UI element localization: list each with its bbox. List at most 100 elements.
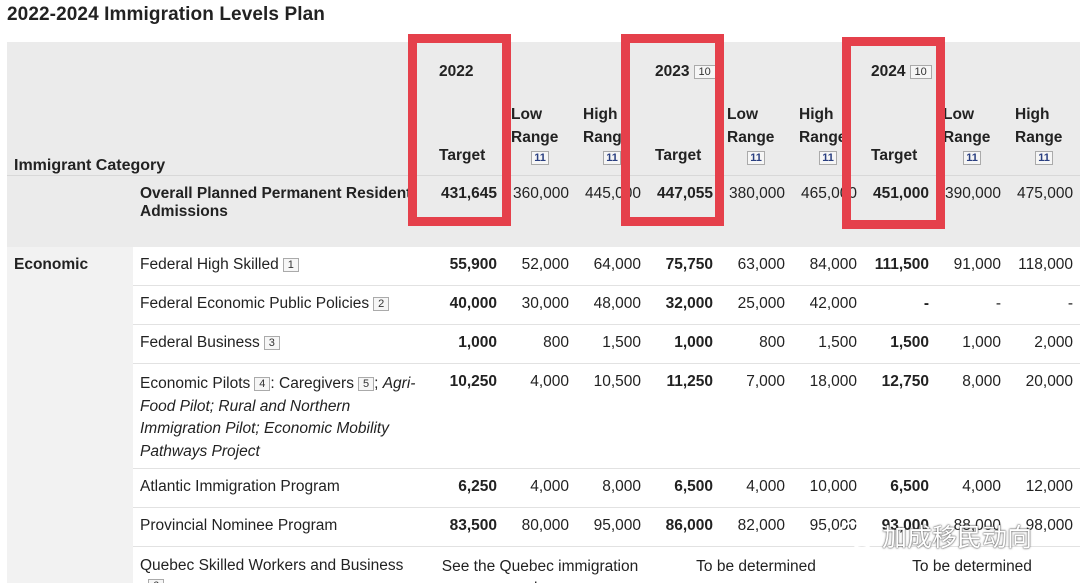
levels-table-container: Immigrant Category 2022 2023 10 2024 10 Ta…: [7, 42, 1080, 583]
value-cell: 25,000: [720, 285, 793, 325]
year-header-2023: 2023 10: [648, 42, 865, 81]
value-cell: 88,000: [936, 507, 1009, 547]
value-cell: 1,000: [432, 324, 505, 364]
value-cell: 32,000: [648, 285, 721, 325]
table-row: Federal Economic Public Policies 2 40,000…: [7, 285, 1080, 325]
value-cell: 1,000: [936, 324, 1009, 364]
value-cell: 52,000: [504, 247, 577, 286]
value-cell: 82,000: [720, 507, 793, 547]
quebec-note-2024: To be determined: [864, 546, 1080, 583]
value-cell: 10,250: [432, 363, 505, 469]
value-cell: 75,750: [648, 247, 721, 286]
wechat-icon: [838, 521, 874, 550]
footnote-link[interactable]: 11: [603, 151, 622, 165]
row-label: Economic Pilots 4: Caregivers 5; Agri-Food…: [133, 363, 433, 469]
year-header-row: Immigrant Category 2022 2023 10 2024 10: [7, 42, 1080, 176]
footnote-link[interactable]: 6: [148, 578, 165, 583]
section-label-economic: Economic: [7, 247, 133, 583]
value-cell: 12,750: [864, 363, 937, 469]
high-range-header: High Range 11: [792, 81, 865, 176]
value-cell: -: [936, 285, 1009, 325]
value-cell: 30,000: [504, 285, 577, 325]
value-cell: 111,500: [864, 247, 937, 286]
value-cell: 7,000: [720, 363, 793, 469]
pilot-list: Agri-Food Pilot; Rural and Northern Immi…: [140, 375, 416, 460]
value-cell: 451,000: [864, 175, 937, 247]
footnote-link[interactable]: 4: [254, 376, 271, 391]
footnote-link[interactable]: 11: [1035, 151, 1054, 165]
levels-table: Immigrant Category 2022 2023 10 2024 10 Ta…: [7, 42, 1080, 583]
footnote-link[interactable]: 11: [819, 151, 838, 165]
watermark-text: 加成移民动向: [882, 523, 1033, 552]
footnote-link[interactable]: 11: [747, 151, 766, 165]
row-label: Federal High Skilled 1: [133, 247, 433, 286]
value-cell: 98,000: [1008, 507, 1080, 547]
value-cell: 64,000: [576, 247, 649, 286]
value-cell: 84,000: [792, 247, 865, 286]
value-cell: 475,000: [1008, 175, 1080, 247]
value-cell: 4,000: [936, 468, 1009, 508]
value-cell: 42,000: [792, 285, 865, 325]
value-cell: 20,000: [1008, 363, 1080, 469]
value-cell: 18,000: [792, 363, 865, 469]
low-range-header: Low Range 11: [720, 81, 793, 176]
category-header: Immigrant Category: [7, 42, 433, 176]
value-cell: 11,250: [648, 363, 721, 469]
low-range-header: Low Range 11: [936, 81, 1009, 176]
table-row: Provincial Nominee Program 83,500 80,000…: [7, 507, 1080, 547]
value-cell: 80,000: [504, 507, 577, 547]
watermark: 加成移民动向: [838, 516, 1068, 556]
year-header-2022: 2022: [432, 42, 649, 81]
year-header-2024: 2024 10: [864, 42, 1080, 81]
row-label: Federal Business 3: [133, 324, 433, 364]
value-cell: -: [1008, 285, 1080, 325]
value-cell: 118,000: [1008, 247, 1080, 286]
value-cell: 93,000: [864, 507, 937, 547]
value-cell: 8,000: [936, 363, 1009, 469]
value-cell: 445,000: [576, 175, 649, 247]
table-row: Federal Business 3 1,000 800 1,500 1,000 …: [7, 324, 1080, 364]
high-range-header: High Range 11: [576, 81, 649, 176]
footnote-link[interactable]: 1: [282, 257, 299, 272]
quebec-note-2023: To be determined: [648, 546, 865, 583]
value-cell: 800: [504, 324, 577, 364]
value-cell: 4,000: [720, 468, 793, 508]
footnote-link[interactable]: 11: [963, 151, 982, 165]
footnote-link[interactable]: 3: [263, 335, 280, 350]
value-cell: 48,000: [576, 285, 649, 325]
value-cell: 431,645: [432, 175, 505, 247]
value-cell: 91,000: [936, 247, 1009, 286]
footnote-link[interactable]: 2: [373, 296, 390, 311]
value-cell: 86,000: [648, 507, 721, 547]
footnote-link[interactable]: 10: [693, 64, 716, 79]
target-header: Target: [432, 81, 505, 176]
footnote-link[interactable]: 10: [909, 64, 932, 79]
target-header: Target: [648, 81, 721, 176]
value-cell: 6,500: [648, 468, 721, 508]
quebec-note-2022: See the Quebec immigration plan: [432, 546, 649, 583]
value-cell: 1,000: [648, 324, 721, 364]
low-range-header: Low Range 11: [504, 81, 577, 176]
row-label: Quebec Skilled Workers and Business6: [133, 546, 433, 583]
value-cell: 447,055: [648, 175, 721, 247]
table-row: Economic Pilots 4: Caregivers 5; Agri-Food…: [7, 363, 1080, 469]
row-label: Provincial Nominee Program: [133, 507, 433, 547]
value-cell: 1,500: [792, 324, 865, 364]
overall-spacer: [7, 175, 133, 247]
overall-row: Overall Planned Permanent Resident Admis…: [7, 175, 1080, 247]
range-header-row: Target Low Range 11 High Range 11 Target L…: [7, 81, 1080, 176]
value-cell: 800: [720, 324, 793, 364]
value-cell: 12,000: [1008, 468, 1080, 508]
value-cell: 465,000: [792, 175, 865, 247]
value-cell: 40,000: [432, 285, 505, 325]
value-cell: 380,000: [720, 175, 793, 247]
value-cell: 10,500: [576, 363, 649, 469]
footnote-link[interactable]: 5: [357, 376, 375, 391]
value-cell: 55,900: [432, 247, 505, 286]
value-cell: 95,000: [576, 507, 649, 547]
footnote-link[interactable]: 11: [531, 151, 550, 165]
value-cell: 10,000: [792, 468, 865, 508]
value-cell: 8,000: [576, 468, 649, 508]
value-cell: 63,000: [720, 247, 793, 286]
value-cell: 4,000: [504, 468, 577, 508]
